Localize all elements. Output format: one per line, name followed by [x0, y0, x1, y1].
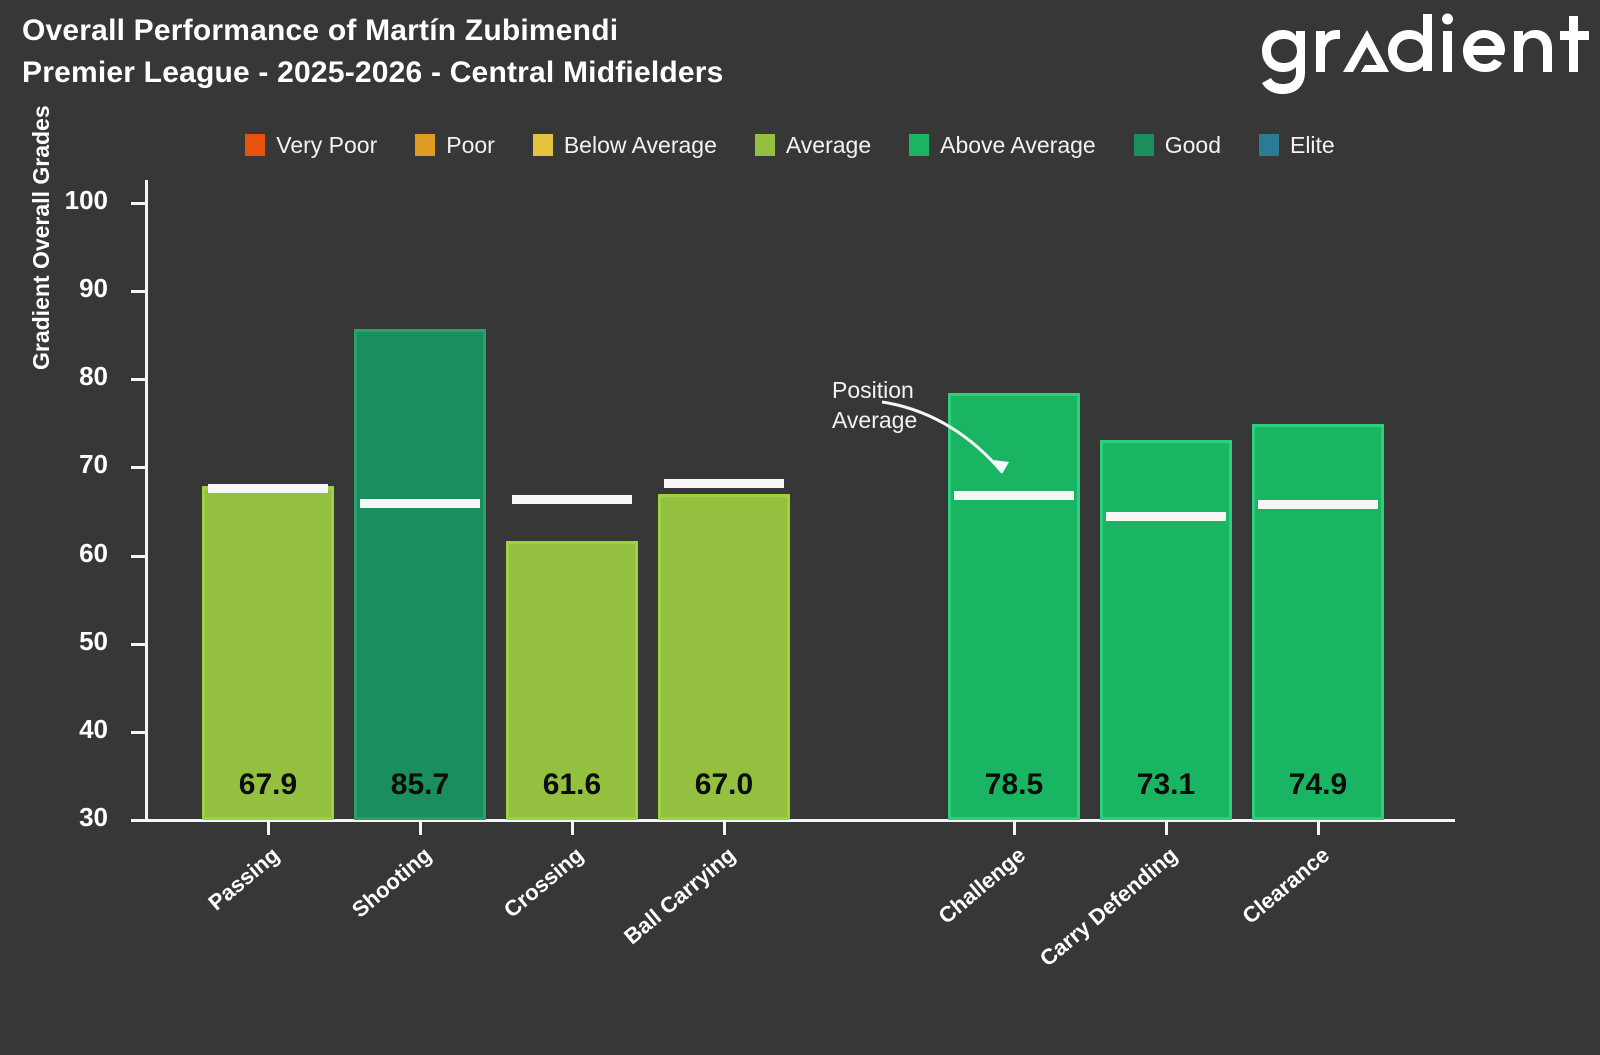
- y-axis-line: [145, 180, 148, 822]
- bar-value-label: 73.1: [1136, 768, 1196, 801]
- x-axis-tick-label: Carry Defending: [1034, 842, 1183, 972]
- y-axis-tick-label: 70: [79, 449, 108, 480]
- y-axis-tick: [131, 466, 145, 470]
- y-axis-tick-label: 60: [79, 537, 108, 568]
- y-axis-tick: [131, 819, 145, 822]
- legend-swatch-icon: [1133, 134, 1154, 156]
- position-average-annotation-line2: Average: [832, 407, 918, 433]
- legend: Very Poor Poor Below Average Average Abo…: [145, 128, 1435, 162]
- x-axis-tick: [419, 822, 422, 835]
- y-axis-tick: [131, 642, 145, 646]
- legend-item-average[interactable]: Average: [754, 131, 872, 159]
- legend-label: Below Average: [563, 131, 717, 158]
- x-axis-tick-label: Ball Carrying: [619, 842, 741, 950]
- y-axis-tick-label: 100: [64, 185, 108, 215]
- y-axis-tick-label: 30: [79, 802, 108, 832]
- x-axis-tick: [571, 822, 574, 835]
- x-axis-tick: [723, 822, 726, 835]
- bar[interactable]: [354, 329, 486, 820]
- title-block: Overall Performance of Martín Zubimendi …: [22, 10, 724, 94]
- bar-value-label: 85.7: [390, 768, 450, 801]
- position-average-line: [512, 495, 632, 505]
- x-axis-tick-label: Crossing: [498, 842, 589, 923]
- legend-swatch-icon: [1258, 134, 1279, 156]
- bar[interactable]: [658, 493, 790, 820]
- y-axis-tick: [131, 202, 145, 205]
- x-axis-tick: [1165, 822, 1168, 835]
- bar-value-label: 67.0: [694, 768, 754, 801]
- position-average-line: [664, 479, 784, 489]
- x-axis-tick-label: Clearance: [1237, 842, 1335, 929]
- legend-label: Elite: [1289, 131, 1335, 158]
- chart-header: Overall Performance of Martín Zubimendi …: [22, 10, 1582, 110]
- legend-item-very-poor[interactable]: Very Poor: [245, 132, 377, 159]
- x-axis-tick: [1317, 822, 1320, 835]
- y-axis-tick-label: 40: [79, 713, 108, 744]
- position-average-annotation-line1: Position: [832, 377, 914, 403]
- y-axis-tick: [131, 554, 145, 558]
- chart-title: Overall Performance of Martín Zubimendi: [22, 14, 619, 47]
- x-axis-line: [145, 819, 1455, 822]
- position-average-line: [1106, 511, 1226, 521]
- legend-swatch-icon: [245, 134, 266, 156]
- legend-item-above-average[interactable]: Above Average: [909, 132, 1096, 159]
- y-axis-tick-label: 50: [79, 625, 108, 656]
- bar[interactable]: [1252, 424, 1384, 820]
- x-axis-tick-label: Challenge: [933, 842, 1031, 929]
- legend-label: Average: [785, 131, 872, 158]
- bar[interactable]: [202, 485, 334, 820]
- legend-swatch-icon: [909, 134, 930, 156]
- y-axis-tick: [131, 730, 145, 734]
- bar-value-label: 61.6: [542, 768, 602, 801]
- x-axis-tick-label: Shooting: [346, 842, 437, 923]
- chart-canvas: Overall Performance of Martín Zubimendi …: [22, 10, 1590, 972]
- legend-item-elite[interactable]: Elite: [1258, 131, 1335, 159]
- x-axis-tick-label: Passing: [203, 842, 285, 916]
- legend-label: Very Poor: [276, 131, 378, 158]
- legend-item-poor[interactable]: Poor: [415, 132, 495, 159]
- legend-swatch-icon: [415, 134, 436, 156]
- x-axis-tick: [1013, 822, 1016, 835]
- legend-label: Good: [1164, 131, 1221, 158]
- bar-value-label: 67.9: [238, 768, 298, 801]
- chart-subtitle: Premier League - 2025-2026 - Central Mid…: [22, 56, 724, 89]
- y-axis-tick-label: 80: [79, 361, 108, 392]
- position-average-line: [954, 490, 1074, 500]
- legend-label: Poor: [446, 131, 495, 158]
- x-axis-tick: [267, 822, 270, 835]
- position-average-line: [208, 483, 328, 493]
- bar[interactable]: [1100, 440, 1232, 820]
- y-axis-tick-label: 90: [79, 273, 108, 304]
- legend-swatch-icon: [532, 134, 553, 156]
- legend-item-good[interactable]: Good: [1133, 131, 1221, 159]
- legend-label: Above Average: [940, 131, 1096, 158]
- gradient-logo: [1250, 12, 1590, 94]
- y-axis-tick: [131, 290, 145, 294]
- bar-value-label: 74.9: [1288, 768, 1348, 801]
- position-average-line: [360, 498, 480, 508]
- y-axis-tick: [131, 378, 145, 382]
- bar[interactable]: [948, 392, 1080, 820]
- bar[interactable]: [506, 541, 638, 820]
- position-average-line: [1258, 500, 1378, 510]
- plot-area: Gradient Overall Grades 30 40 50 60 70 80 90 10…: [28, 105, 1455, 971]
- bar-value-label: 78.5: [984, 768, 1044, 801]
- legend-swatch-icon: [754, 134, 775, 156]
- legend-item-below-average[interactable]: Below Average: [532, 131, 717, 159]
